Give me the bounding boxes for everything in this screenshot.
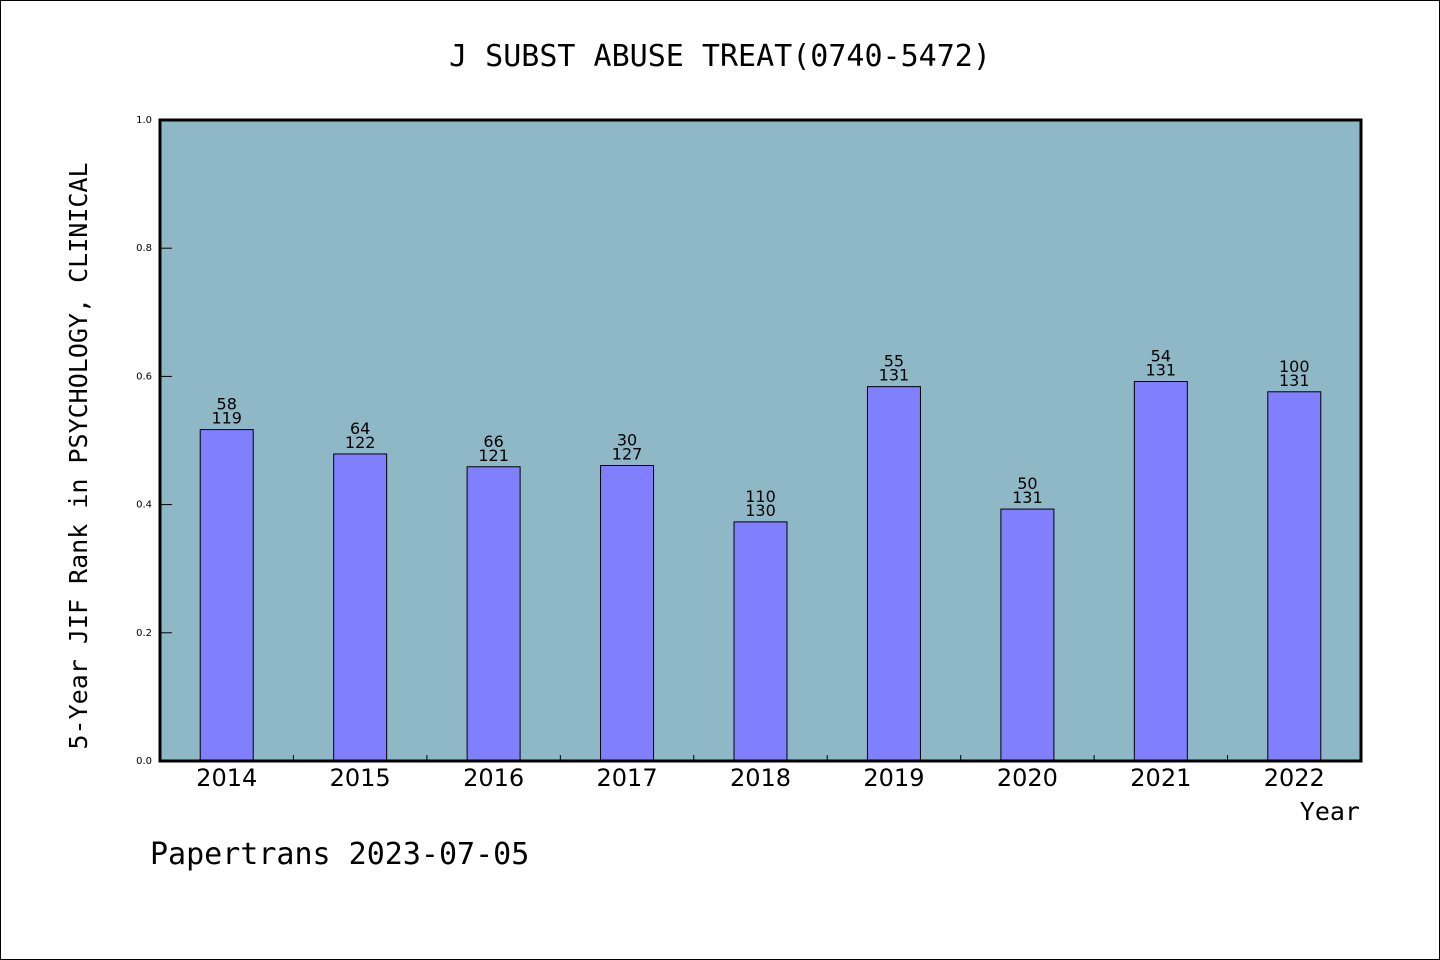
x-tick-label-2021: 2021: [1130, 764, 1191, 792]
y-tick-label-0.2: 0.2: [136, 628, 152, 639]
data-label-bottom-2014: 119: [211, 409, 242, 428]
y-tick-label-0.6: 0.6: [136, 371, 152, 382]
bar-2014: [199, 429, 254, 762]
data-label-top-2016: 66: [483, 432, 503, 451]
bars-group: [199, 381, 1322, 762]
data-label-bottom-2021: 131: [1146, 361, 1177, 380]
x-tick-label-2014: 2014: [196, 764, 257, 792]
data-label-top-2019: 55: [884, 352, 904, 371]
data-label-bottom-2020: 131: [1012, 488, 1043, 507]
data-label-bottom-2019: 131: [879, 366, 910, 385]
y-axis: 0.0 0.2 0.4 0.6 0.8 1.0: [136, 115, 172, 767]
data-label-bottom-2015: 122: [345, 433, 376, 452]
data-label-bottom-2017: 127: [612, 444, 643, 463]
data-label-bottom-2022: 131: [1279, 371, 1310, 390]
x-tick-label-2015: 2015: [330, 764, 391, 792]
data-label-bottom-2016: 121: [478, 446, 509, 465]
bar-2019: [866, 386, 921, 762]
footer-watermark: Papertrans 2023-07-05: [150, 837, 529, 872]
x-tick-label-2017: 2017: [597, 764, 658, 792]
y-axis-label: 5-Year JIF Rank in PSYCHOLOGY, CLINICAL: [64, 163, 93, 750]
data-label-top-2022: 100: [1279, 357, 1310, 376]
bar-2015: [333, 453, 388, 762]
x-axis: 2014 2015 2016 2017 2018 2019 2020 2021 2022: [196, 755, 1325, 792]
x-tick-label-2020: 2020: [997, 764, 1058, 792]
bar-2022: [1267, 391, 1322, 762]
data-label-top-2021: 54: [1151, 347, 1171, 366]
y-tick-label-0.0: 0.0: [136, 756, 152, 767]
x-tick-label-2018: 2018: [730, 764, 791, 792]
y-tick-label-1.0: 1.0: [136, 115, 152, 126]
plot-border: [158, 118, 1363, 763]
data-label-top-2018: 110: [745, 487, 776, 506]
bar-2017: [600, 464, 655, 762]
data-label-bottom-2018: 130: [745, 501, 776, 520]
data-label-top-2017: 30: [617, 430, 637, 449]
data-label-top-2020: 50: [1017, 474, 1037, 493]
data-label-top-2014: 58: [217, 395, 237, 414]
x-tick-label-2016: 2016: [463, 764, 524, 792]
y-tick-label-0.8: 0.8: [136, 243, 152, 254]
x-tick-label-2022: 2022: [1264, 764, 1325, 792]
bar-2018: [733, 521, 788, 762]
bar-2021: [1133, 381, 1188, 762]
chart-title: J SUBST ABUSE TREAT(0740-5472): [449, 39, 991, 74]
x-tick-label-2019: 2019: [863, 764, 924, 792]
y-tick-label-0.4: 0.4: [136, 500, 152, 511]
data-label-top-2015: 64: [350, 419, 370, 438]
x-axis-label: Year: [1300, 797, 1360, 826]
bar-2020: [1000, 508, 1055, 762]
bar-2016: [466, 466, 521, 762]
